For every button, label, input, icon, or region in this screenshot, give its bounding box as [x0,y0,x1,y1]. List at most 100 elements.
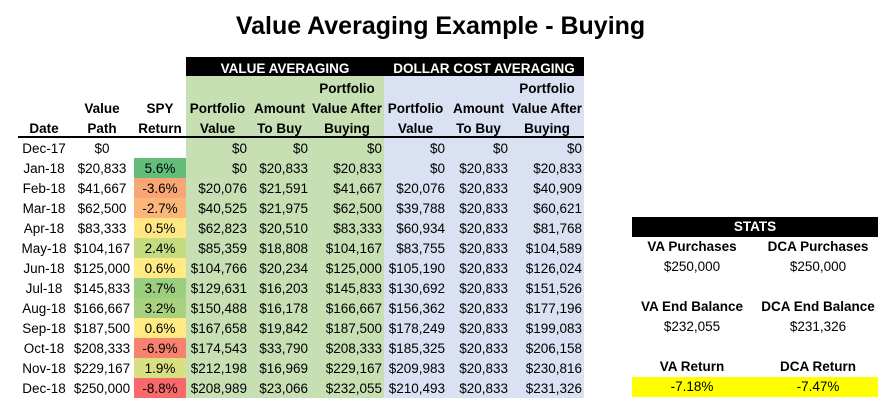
dca-portfolio-value-cell: $130,692 [384,278,448,298]
dca-amount-to-buy-cell: $20,833 [447,238,511,258]
dca-value-after-cell: $20,833 [510,158,585,178]
va-value-after-cell: $20,833 [310,158,385,178]
table-row: Oct-18 $208,333 -6.9% $174,543 $33,790 $208,3… [18,338,585,358]
dca-portfolio-value-cell: $178,249 [384,318,448,338]
dca-portfolio-value-cell: $210,493 [384,378,448,398]
stats-title: STATS [632,217,878,237]
spy-return-cell: -2.7% [134,198,186,218]
header-text: Portfolio [510,76,585,96]
dca-portfolio-value-cell: $105,190 [384,258,448,278]
va-portfolio-value-cell: $85,359 [186,238,249,258]
va-amount-to-buy-cell: $20,234 [249,258,310,278]
table-row: May-18 $104,167 2.4% $85,359 $18,808 $104,167… [18,238,585,258]
spy-return-cell [134,137,186,158]
date-cell: Jun-18 [23,260,65,276]
dca-value-after-cell: $60,621 [510,198,585,218]
table-row: Dec-18 $250,000 -8.8% $208,989 $23,066 $232,0… [18,378,585,398]
dca-value-after-cell: $81,768 [510,218,585,238]
header-text: To Buy [447,116,511,138]
va-purchases-value: $250,000 [663,259,721,274]
dca-purchases-label: DCA Purchases [767,239,869,254]
header-text: Value After [310,96,385,116]
dca-amount-to-buy-cell: $20,833 [447,178,511,198]
va-portfolio-value-cell: $174,543 [186,338,249,358]
va-portfolio-value-cell: $129,631 [186,278,249,298]
value-path-cell: $229,167 [73,360,131,376]
value-path-cell: $250,000 [73,380,131,396]
spy-return-cell: -3.6% [134,178,186,198]
va-portfolio-value-cell: $0 [186,137,249,158]
va-amount-to-buy-cell: $33,790 [249,338,310,358]
dca-return-value: -7.47% [796,379,840,394]
value-path-cell: $83,333 [77,220,127,236]
va-portfolio-value-cell: $104,766 [186,258,249,278]
table-row: Jun-18 $125,000 0.6% $104,766 $20,234 $125,00… [18,258,585,278]
va-portfolio-value-cell: $62,823 [186,218,249,238]
spy-return-cell: 0.6% [134,258,186,278]
va-portfolio-value-cell: $167,658 [186,318,249,338]
comparison-table: VALUE AVERAGING DOLLAR COST AVERAGING Por… [18,57,585,398]
date-cell: Mar-18 [22,200,66,216]
table-row: Sep-18 $187,500 0.6% $167,658 $19,842 $187,50… [18,318,585,338]
date-cell: Apr-18 [23,220,65,236]
date-cell: Jan-18 [23,160,65,176]
spy-return-cell: 0.6% [134,318,186,338]
date-cell: Nov-18 [22,360,66,376]
spy-return-cell: -6.9% [134,338,186,358]
dca-portfolio-value-cell: $60,934 [384,218,448,238]
dca-amount-to-buy-cell: $20,833 [447,278,511,298]
page-title: Value Averaging Example - Buying [235,12,646,40]
header-text: Buying [310,116,385,138]
header-text: Value After [510,96,585,116]
va-amount-to-buy-cell: $20,833 [249,158,310,178]
dca-portfolio-value-cell: $209,983 [384,358,448,378]
dca-end-balance-label: DCA End Balance [761,299,875,314]
va-amount-to-buy-cell: $23,066 [249,378,310,398]
value-path-cell: $62,500 [77,200,127,216]
va-value-after-cell: $0 [310,137,385,158]
value-path-cell: $20,833 [77,160,127,176]
value-path-cell: $208,333 [73,340,131,356]
spy-return-cell: 0.5% [134,218,186,238]
dca-portfolio-value-cell: $0 [384,158,448,178]
date-cell: Dec-18 [22,380,66,396]
date-cell: Sep-18 [22,320,66,336]
va-portfolio-value-cell: $0 [186,158,249,178]
dca-end-balance-value: $231,326 [789,319,847,334]
table-row: Jan-18 $20,833 5.6% $0 $20,833 $20,833 $0 $20,8… [18,158,585,178]
spy-return-cell: 3.2% [134,298,186,318]
dca-portfolio-value-cell: $20,076 [384,178,448,198]
date-cell: Feb-18 [22,180,66,196]
value-path-cell: $104,167 [73,240,131,256]
va-amount-to-buy-cell: $19,842 [249,318,310,338]
va-end-balance-label: VA End Balance [640,299,744,314]
value-path-cell: $0 [94,140,110,156]
header-text: SPY [146,101,174,116]
va-value-after-cell: $145,833 [310,278,385,298]
dca-portfolio-value-cell: $156,362 [384,298,448,318]
va-value-after-cell: $208,333 [310,338,385,358]
date-cell: Dec-17 [22,140,66,156]
va-value-after-cell: $104,167 [310,238,385,258]
spy-return-cell: -8.8% [134,378,186,398]
date-cell: Oct-18 [23,340,65,356]
dca-value-after-cell: $231,326 [510,378,585,398]
spy-return-cell: 1.9% [134,358,186,378]
dca-amount-to-buy-cell: $20,833 [447,258,511,278]
date-cell: May-18 [21,240,67,256]
va-amount-to-buy-cell: $21,591 [249,178,310,198]
table-row: Nov-18 $229,167 1.9% $212,198 $16,969 $229,16… [18,358,585,378]
value-path-cell: $187,500 [73,320,131,336]
value-path-cell: $125,000 [73,260,131,276]
va-value-after-cell: $125,000 [310,258,385,278]
dca-amount-to-buy-cell: $20,833 [447,358,511,378]
date-cell: Aug-18 [22,300,66,316]
va-amount-to-buy-cell: $20,510 [249,218,310,238]
dca-portfolio-value-cell: $83,755 [384,238,448,258]
dca-value-after-cell: $151,526 [510,278,585,298]
va-amount-to-buy-cell: $16,178 [249,298,310,318]
va-value-after-cell: $83,333 [310,218,385,238]
stats-panel: STATS VA Purchases DCA Purchases $250,000… [632,217,878,397]
table-row: Dec-17 $0 $0 $0 $0 $0 $0 $0 [18,137,585,158]
table-row: Apr-18 $83,333 0.5% $62,823 $20,510 $83,333 $6… [18,218,585,238]
